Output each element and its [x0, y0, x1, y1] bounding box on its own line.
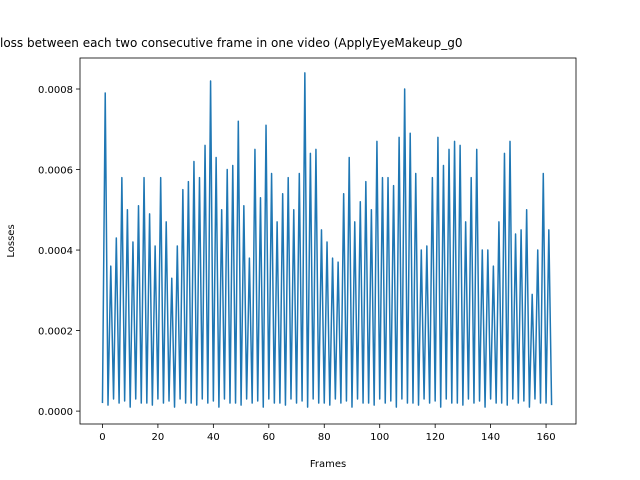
y-tick-label: 0.0008 — [38, 85, 73, 96]
x-tick-label: 80 — [318, 432, 331, 443]
x-tick-label: 60 — [262, 432, 275, 443]
y-tick-label: 0.0006 — [38, 166, 73, 177]
x-tick-label: 40 — [207, 432, 220, 443]
x-tick-label: 140 — [481, 432, 500, 443]
y-tick-label: 0.0000 — [38, 407, 73, 418]
y-axis-label: Losses — [6, 224, 17, 257]
y-tick-label: 0.0004 — [38, 246, 73, 257]
x-axis-label: Frames — [310, 459, 346, 470]
x-tick-label: 120 — [426, 432, 445, 443]
x-tick-label: 20 — [152, 432, 165, 443]
chart-title: loss between each two consecutive frame … — [0, 36, 462, 50]
data-line — [101, 72, 553, 408]
y-tick-label: 0.0002 — [38, 327, 73, 338]
plot-frame — [79, 57, 577, 425]
x-tick-label: 160 — [537, 432, 556, 443]
x-tick-label: 100 — [370, 432, 389, 443]
x-tick-label: 0 — [99, 432, 105, 443]
